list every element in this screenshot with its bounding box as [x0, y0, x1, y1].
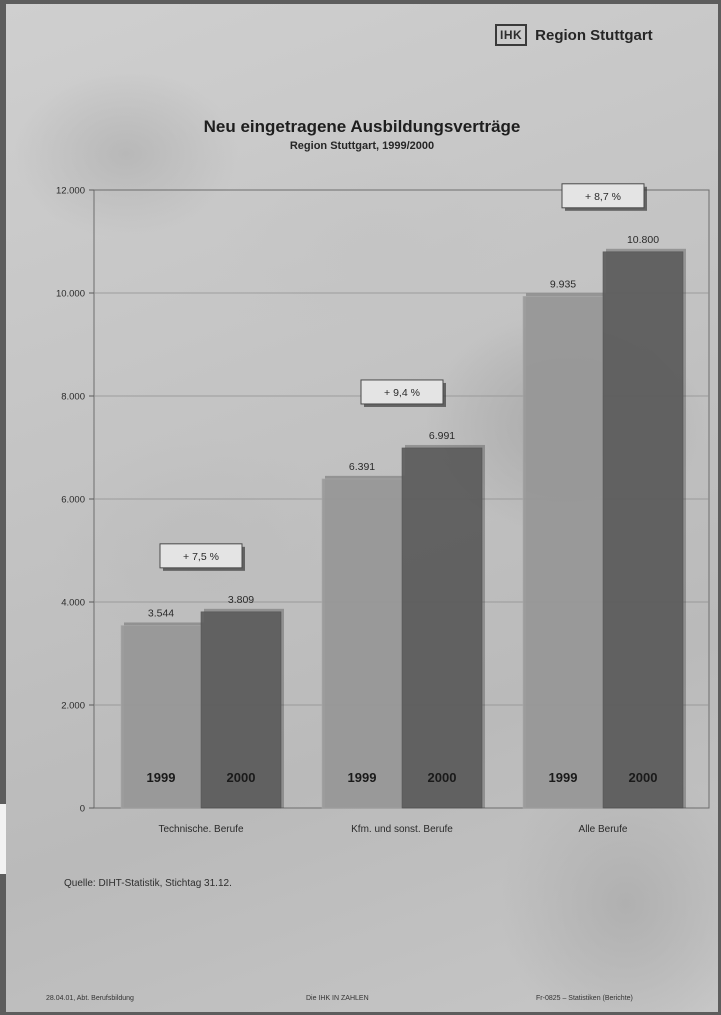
x-category-label: Technische. Berufe — [158, 824, 243, 835]
bar-value-label: 6.991 — [429, 430, 455, 442]
y-tick-label: 2.000 — [61, 701, 85, 712]
ihk-logo-text: Region Stuttgart — [535, 26, 653, 44]
ihk-logo: IHK Region Stuttgart — [495, 22, 653, 48]
page-edge-tab — [0, 804, 6, 874]
change-box — [561, 183, 645, 209]
y-tick-label: 8.000 — [61, 392, 85, 403]
bar-value-label: 6.391 — [349, 461, 375, 473]
y-tick-label: 10.000 — [56, 289, 85, 300]
bar-value-label: 3.809 — [228, 594, 254, 606]
bar-2000 — [401, 447, 483, 809]
bar-1999 — [522, 296, 604, 809]
change-box — [159, 543, 243, 569]
chart-subtitle: Region Stuttgart, 1999/2000 — [289, 140, 435, 152]
change-label: + 7,5 % — [183, 551, 219, 563]
bar-2000 — [602, 251, 684, 809]
x-category-label: Alle Berufe — [579, 824, 628, 835]
bar-year-label: 2000 — [428, 770, 457, 785]
change-box — [360, 379, 444, 405]
footer-center: Die IHK IN ZAHLEN — [306, 995, 369, 1002]
bar-year-label: 2000 — [227, 770, 256, 785]
chart-title: Neu eingetragene Ausbildungsverträge — [203, 117, 521, 136]
bar-value-label: 10.800 — [627, 234, 659, 246]
bar-year-label: 2000 — [629, 770, 658, 785]
y-tick-label: 12.000 — [56, 186, 85, 197]
bar-2000 — [200, 611, 282, 809]
change-label: + 9,4 % — [384, 387, 420, 399]
ihk-logo-mark: IHK — [495, 24, 528, 46]
bar-chart: 0 2.000 4.000 6.000 8.000 10.000 12.000 3.544 19… — [56, 183, 710, 835]
chart-page: IHK Region Stuttgart Neu eingetragene Au… — [6, 4, 718, 1012]
y-tick-label: 6.000 — [61, 495, 85, 506]
y-tick-label: 0 — [80, 804, 85, 815]
bar-value-label: 9.935 — [550, 278, 576, 290]
bar-year-label: 1999 — [549, 770, 578, 785]
bar-1999 — [120, 625, 202, 809]
source-note: Quelle: DIHT-Statistik, Stichtag 31.12. — [64, 878, 232, 889]
footer-left: 28.04.01, Abt. Berufsbildung — [46, 995, 134, 1002]
bar-1999 — [321, 478, 403, 809]
bar-year-label: 1999 — [348, 770, 377, 785]
y-tick-label: 4.000 — [61, 598, 85, 609]
x-category-label: Kfm. und sonst. Berufe — [351, 824, 453, 835]
footer-right: Fr-0825 – Statistiken (Berichte) — [536, 995, 633, 1002]
change-label: + 8,7 % — [585, 191, 621, 203]
bar-value-label: 3.544 — [148, 607, 174, 619]
bar-year-label: 1999 — [147, 770, 176, 785]
